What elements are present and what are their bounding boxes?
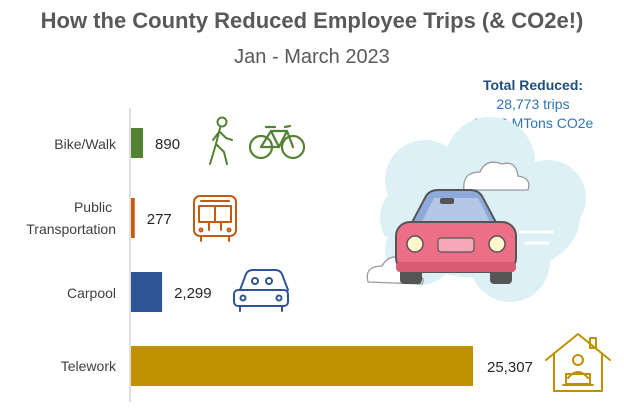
value-label-bike-walk: 890 <box>155 136 180 153</box>
bar-public-transportation <box>131 198 135 238</box>
category-label-public-transportation: Public Transportation <box>26 199 116 237</box>
totals-heading: Total Reduced: <box>482 77 584 93</box>
house-laptop-icon <box>545 333 611 392</box>
car-cloud-icon <box>354 117 586 302</box>
chart-title: How the County Reduced Employee Trips (&… <box>40 8 584 33</box>
category-label-bike-walk: Bike/Walk <box>54 136 117 152</box>
car-passengers-icon <box>233 269 289 312</box>
bar-bike-walk <box>131 128 144 158</box>
totals-trips: 28,773 trips <box>496 96 570 112</box>
bar-carpool <box>131 272 163 312</box>
category-label-telework: Telework <box>61 358 117 374</box>
bus-icon <box>193 195 237 242</box>
bicycle-icon <box>248 124 306 160</box>
bar-telework <box>131 346 473 386</box>
value-label-carpool: 2,299 <box>174 285 212 302</box>
value-label-public-transportation: 277 <box>147 211 172 228</box>
value-label-telework: 25,307 <box>487 359 533 376</box>
chart-subtitle: Jan - March 2023 <box>234 46 390 68</box>
category-label-carpool: Carpool <box>67 285 116 301</box>
walking-person-icon <box>209 116 233 165</box>
